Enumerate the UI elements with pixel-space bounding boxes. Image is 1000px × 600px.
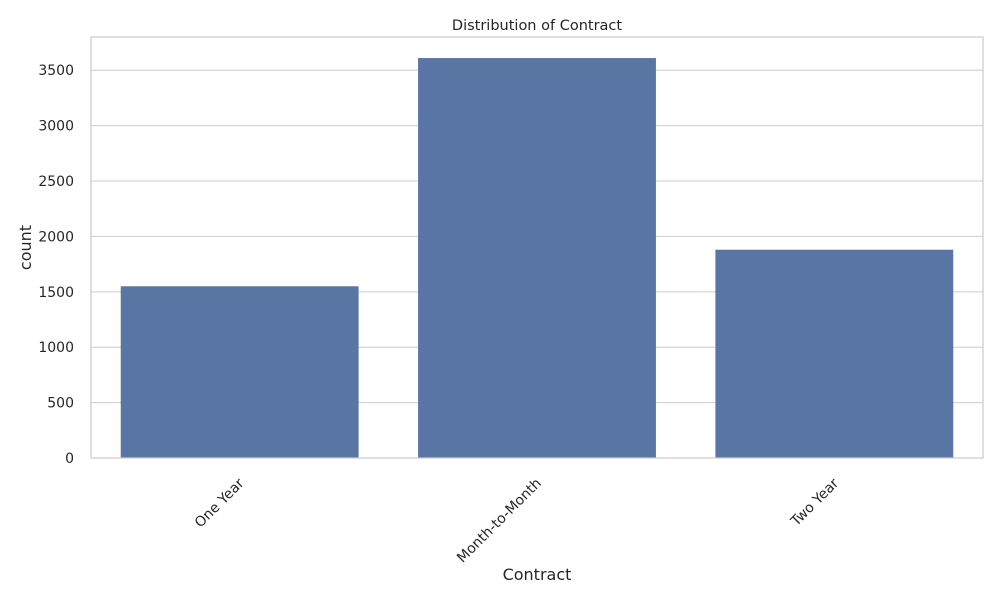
bar-series: [120, 58, 954, 459]
y-tick-label: 0: [65, 451, 74, 467]
x-axis-label: Contract: [503, 565, 572, 584]
x-tick-label: Two Year: [787, 475, 842, 530]
y-axis-ticks: 0 500 1000 1500 2000 2500 3000 3500: [38, 63, 74, 467]
x-tick-label: One Year: [192, 475, 248, 531]
plot-frame: [90, 36, 984, 459]
y-tick-label: 3000: [38, 119, 74, 135]
x-tick-label: Month-to-Month: [454, 476, 545, 567]
chart-title: Distribution of Contract: [452, 18, 622, 34]
y-tick-label: 1500: [38, 285, 74, 301]
y-tick-label: 500: [47, 396, 74, 412]
bar: [715, 249, 954, 458]
y-axis-label: count: [16, 225, 35, 270]
y-tick-label: 3500: [38, 63, 74, 79]
y-tick-label: 1000: [38, 340, 74, 356]
x-axis-ticks: One Year Month-to-Month Two Year: [192, 475, 842, 566]
bar: [418, 58, 656, 459]
y-tick-label: 2000: [38, 229, 74, 245]
y-tick-label: 2500: [38, 174, 74, 190]
bar: [120, 286, 359, 458]
